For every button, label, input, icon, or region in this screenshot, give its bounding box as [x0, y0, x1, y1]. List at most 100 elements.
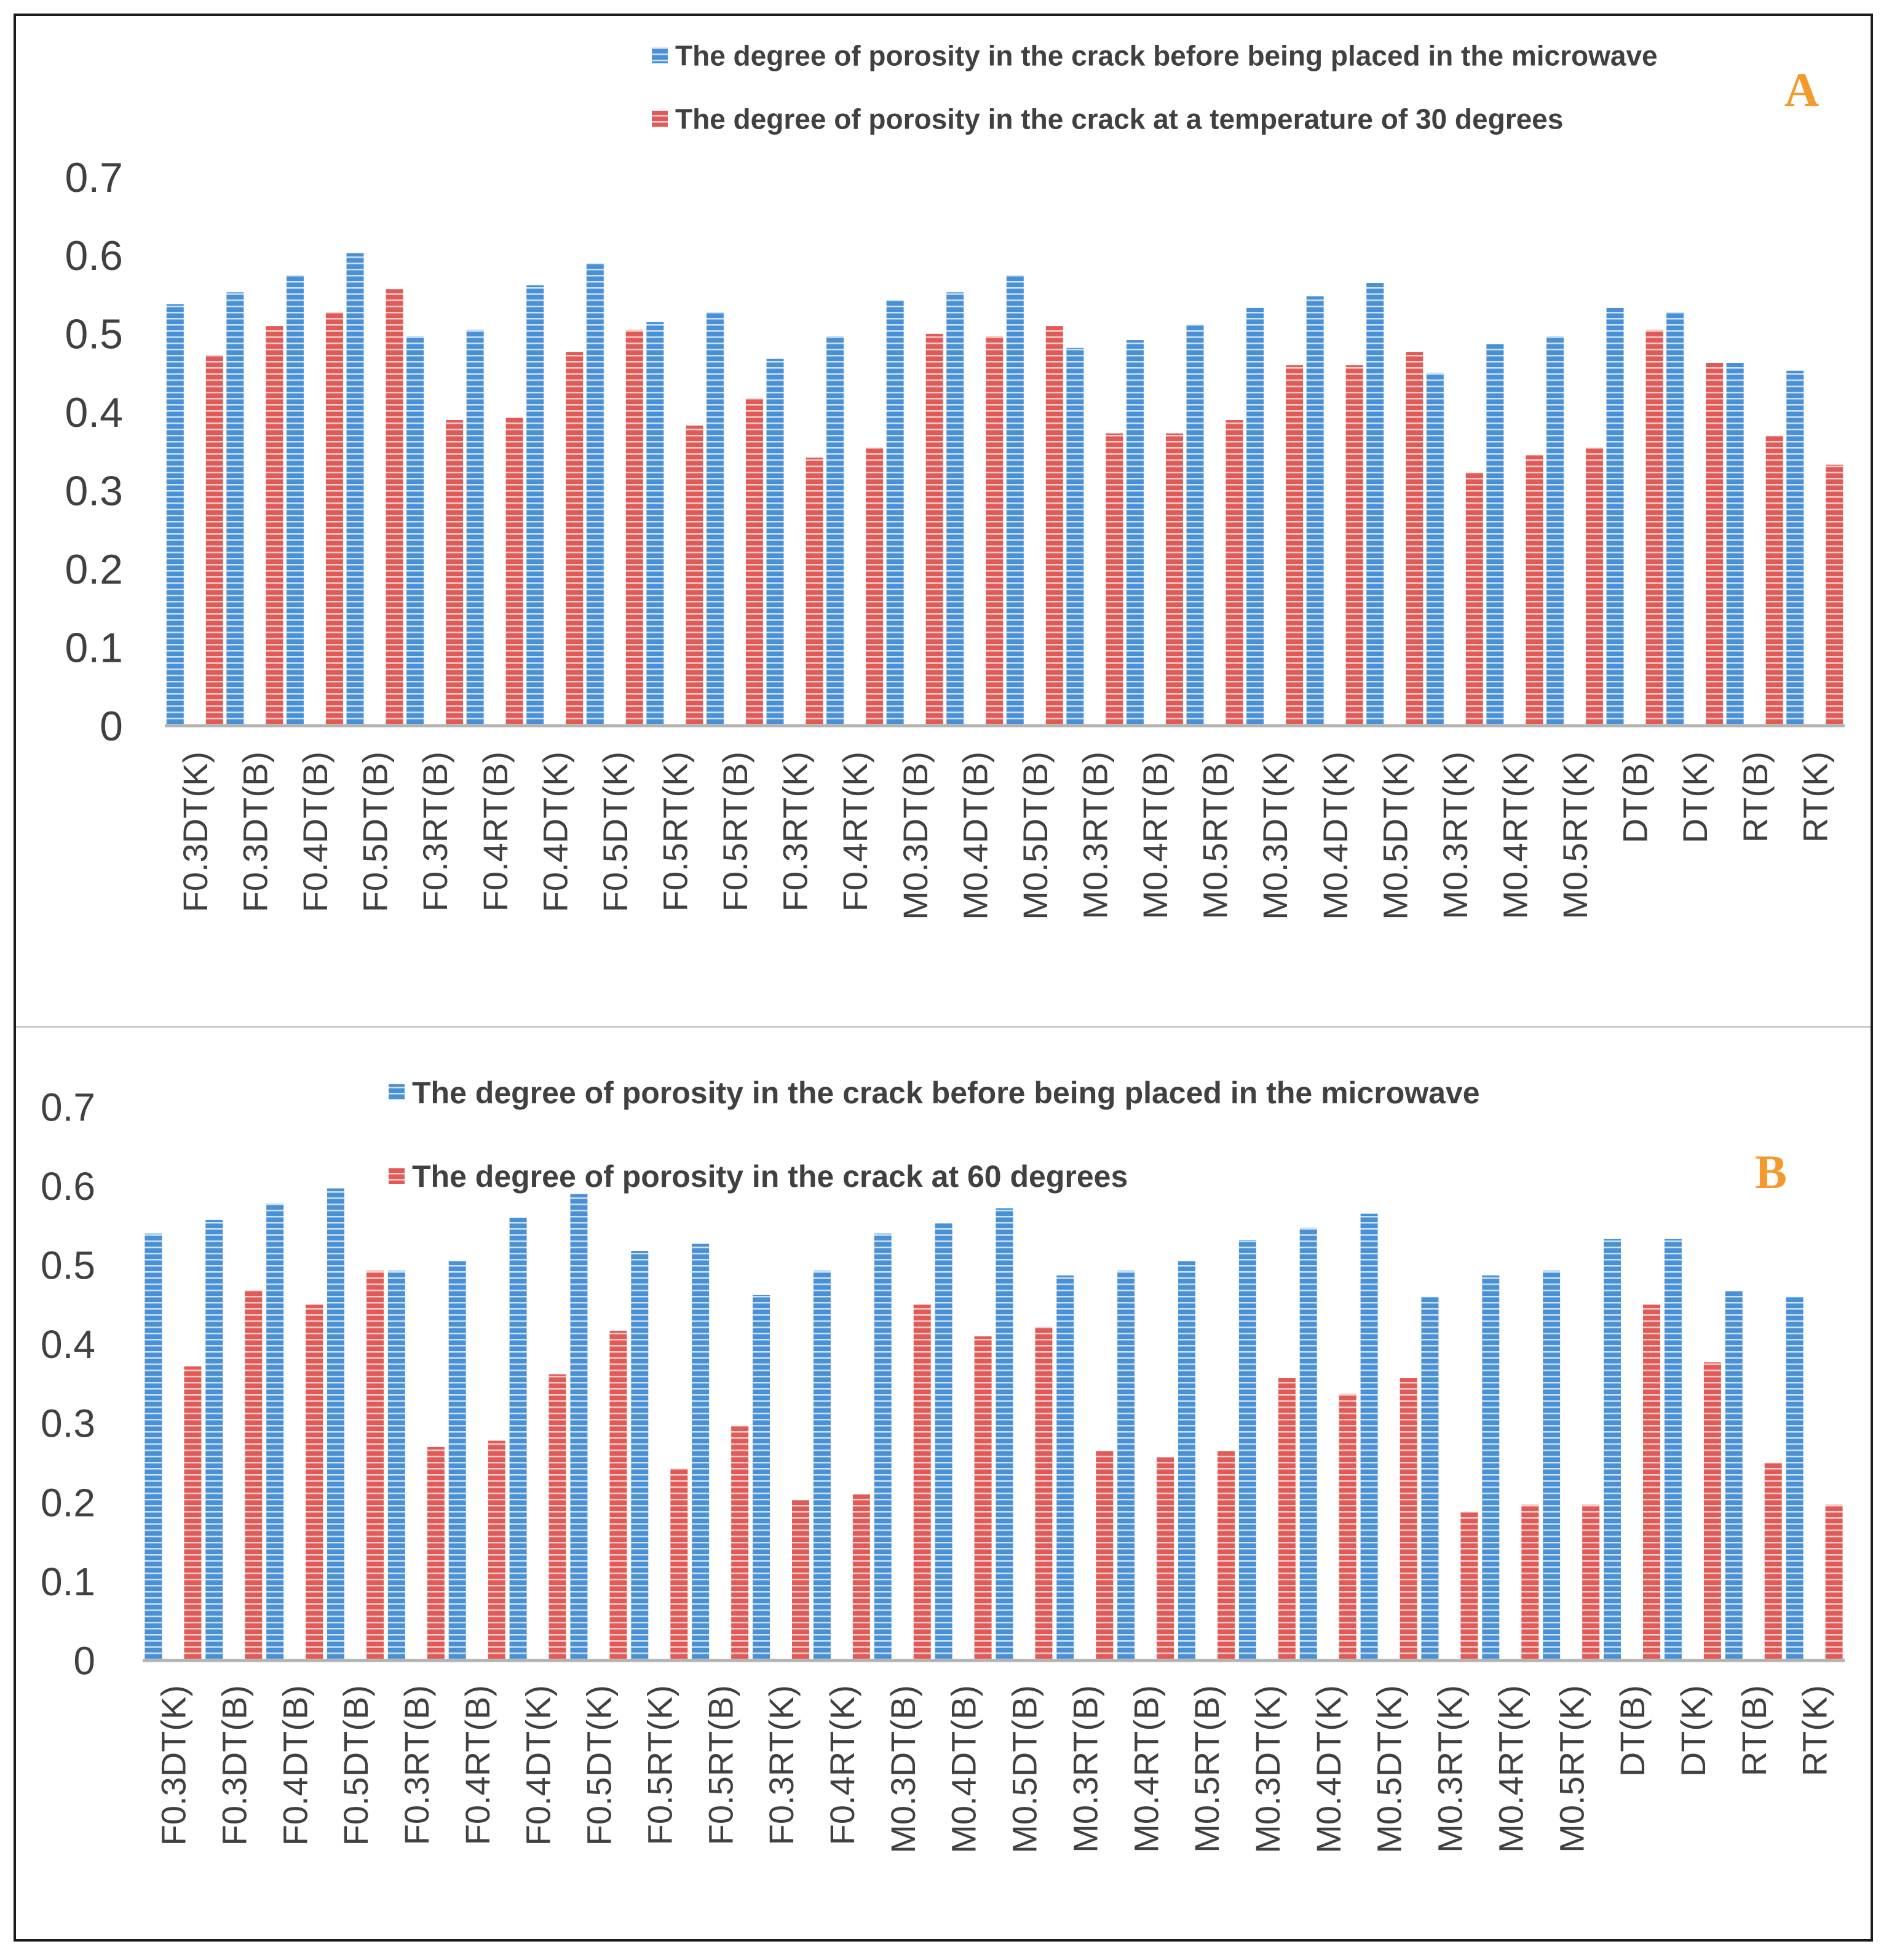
x-category-label-a-3: F0.5DT(B) [356, 752, 395, 912]
bar-a-before-25 [1666, 312, 1684, 726]
bar-b-before-4 [387, 1271, 405, 1660]
bar-b-after-9 [731, 1426, 749, 1660]
legend-swatch-b-1 [389, 1168, 405, 1184]
bar-b-after-0 [184, 1366, 202, 1660]
x-category-label-b-7: F0.5DT(K) [580, 1685, 619, 1846]
bar-b-before-23 [1543, 1271, 1561, 1660]
bar-a-after-20 [1406, 352, 1424, 726]
bar-b-after-14 [1035, 1327, 1053, 1660]
bar-a-after-18 [1286, 365, 1304, 726]
x-category-label-b-17: M0.5RT(B) [1187, 1685, 1226, 1853]
y-tick-label-a-4: 0.4 [65, 389, 123, 436]
bar-b-before-8 [631, 1251, 649, 1660]
bar-a-before-3 [346, 253, 364, 726]
bar-a-before-2 [286, 275, 304, 726]
bar-b-after-1 [245, 1290, 263, 1660]
x-category-label-a-6: F0.4DT(K) [536, 752, 574, 912]
y-tick-label-b-1: 0.1 [41, 1560, 95, 1604]
bar-a-before-1 [226, 292, 244, 726]
x-category-label-a-15: M0.3RT(B) [1076, 752, 1115, 919]
bar-b-after-16 [1157, 1457, 1174, 1660]
bar-b-before-27 [1786, 1296, 1804, 1660]
bar-a-before-14 [1006, 275, 1024, 726]
y-tick-label-b-3: 0.3 [41, 1402, 95, 1446]
x-category-label-a-14: M0.5DT(B) [1016, 752, 1055, 920]
bar-b-after-11 [852, 1494, 870, 1660]
bar-a-before-18 [1246, 307, 1264, 726]
bar-a-after-25 [1706, 363, 1724, 726]
legend-label-b-0: The degree of porosity in the crack befo… [412, 1076, 1480, 1110]
bar-a-before-17 [1186, 324, 1204, 726]
bar-b-after-25 [1703, 1362, 1721, 1660]
x-category-label-b-5: F0.4RT(B) [458, 1685, 497, 1845]
bar-a-after-16 [1165, 433, 1183, 726]
bar-b-before-18 [1238, 1240, 1256, 1660]
bar-a-after-4 [446, 420, 464, 726]
x-category-label-a-18: M0.3DT(K) [1256, 752, 1294, 920]
x-category-label-b-24: DT(B) [1613, 1685, 1652, 1777]
bar-b-before-24 [1604, 1239, 1621, 1660]
bar-a-after-9 [745, 398, 763, 726]
bar-b-after-24 [1643, 1304, 1660, 1660]
bar-a-after-10 [806, 458, 823, 726]
x-category-label-a-12: M0.3DT(B) [896, 752, 935, 920]
bar-a-after-26 [1765, 435, 1783, 726]
x-category-label-b-9: F0.5RT(B) [701, 1685, 740, 1845]
x-category-label-a-9: F0.5RT(B) [716, 752, 754, 911]
x-category-label-b-0: F0.3DT(K) [154, 1685, 193, 1846]
bar-b-after-13 [974, 1336, 992, 1660]
bar-b-before-14 [996, 1208, 1013, 1660]
bar-a-after-21 [1465, 472, 1483, 726]
chart-panel-b: 0 0.1 0.2 0.3 0.4 0.5 0.6 0.7 F0.3DT(K) F0.3DT(B)… [41, 1076, 1845, 1854]
x-category-label-a-20: M0.5DT(K) [1376, 752, 1414, 920]
bar-b-before-26 [1725, 1291, 1743, 1660]
bar-b-before-0 [145, 1233, 162, 1660]
x-category-label-a-19: M0.4DT(K) [1316, 752, 1355, 920]
bar-a-before-6 [526, 285, 544, 726]
bar-a-before-22 [1486, 344, 1504, 726]
bar-b-after-3 [366, 1271, 384, 1660]
bar-a-after-14 [1045, 326, 1063, 726]
x-category-label-b-21: M0.3RT(K) [1431, 1685, 1470, 1853]
y-tick-label-a-2: 0.2 [65, 546, 123, 593]
bar-b-after-4 [427, 1446, 445, 1660]
x-category-label-a-7: F0.5DT(K) [596, 752, 635, 912]
bar-a-before-24 [1606, 307, 1624, 726]
y-tick-label-b-6: 0.6 [41, 1164, 95, 1208]
y-tick-label-b-4: 0.4 [41, 1322, 95, 1367]
x-category-label-b-12: M0.3DT(B) [884, 1685, 922, 1854]
x-category-label-b-18: M0.3DT(K) [1248, 1685, 1287, 1854]
bar-a-before-0 [166, 304, 184, 726]
panel-divider [16, 1026, 1871, 1028]
bar-b-before-19 [1299, 1228, 1317, 1660]
x-category-label-a-8: F0.5RT(K) [656, 752, 695, 911]
bar-b-after-8 [670, 1468, 688, 1660]
figure-frame [14, 14, 1873, 1942]
x-category-label-b-19: M0.4DT(K) [1309, 1685, 1348, 1854]
legend-swatch-a-1 [652, 111, 668, 127]
x-category-label-a-13: M0.4DT(B) [956, 752, 994, 920]
bar-b-before-22 [1482, 1275, 1500, 1660]
bar-b-before-6 [509, 1218, 527, 1660]
bar-a-before-16 [1126, 340, 1144, 726]
bar-a-before-9 [706, 312, 724, 726]
bar-a-after-8 [686, 425, 703, 726]
bar-b-after-23 [1582, 1504, 1600, 1660]
bar-a-before-21 [1426, 373, 1444, 726]
bar-a-after-1 [266, 326, 283, 726]
y-tick-label-a-3: 0.3 [65, 468, 123, 515]
x-category-label-b-11: F0.4RT(K) [823, 1685, 861, 1845]
bar-b-before-9 [692, 1244, 710, 1660]
bar-b-after-7 [609, 1330, 627, 1660]
bar-a-before-15 [1066, 347, 1084, 726]
bar-a-before-10 [766, 359, 784, 726]
x-category-label-a-1: F0.3DT(B) [236, 752, 275, 912]
x-category-label-a-25: DT(K) [1676, 752, 1714, 843]
bar-a-after-13 [986, 336, 1004, 726]
bar-a-after-11 [866, 447, 884, 726]
x-category-label-a-4: F0.3RT(B) [416, 752, 454, 911]
bar-a-after-24 [1645, 330, 1663, 726]
bar-b-before-20 [1360, 1213, 1378, 1660]
bar-b-after-27 [1825, 1504, 1843, 1660]
x-category-label-b-23: M0.5RT(K) [1552, 1685, 1591, 1853]
